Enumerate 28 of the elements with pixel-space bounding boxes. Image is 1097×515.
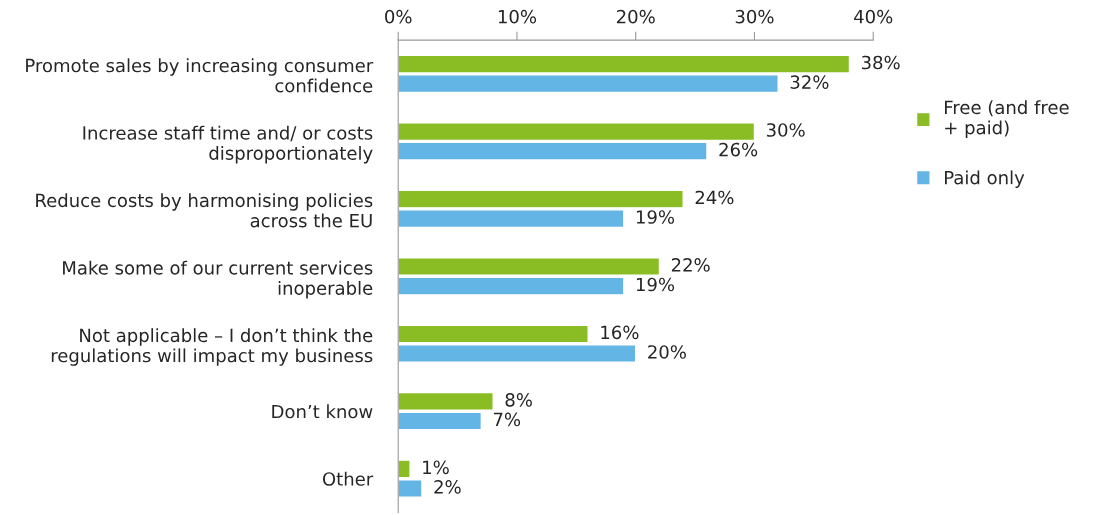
data-label: 24% (695, 190, 734, 205)
data-label: 20% (648, 345, 686, 359)
y-tick-label: Make some of our current services inoperable (63, 260, 373, 299)
y-tick-label: Not applicable – I don’t think the regulations will impact my business (51, 328, 373, 366)
x-tick-label: 40% (854, 9, 893, 24)
data-label: 8% (505, 393, 532, 407)
x-tick-label: 30% (735, 9, 774, 24)
data-label: 16% (601, 325, 639, 340)
data-label: 32% (790, 75, 829, 89)
data-label: 2% (434, 480, 461, 494)
legend-label: Free (and free + paid) (945, 100, 1069, 138)
y-tick-label: Don’t know (272, 404, 373, 419)
y-tick-label: Reduce costs by harmonising policies across the EU (36, 193, 373, 228)
data-label: 19% (636, 277, 675, 292)
x-tick-label: 20% (616, 9, 655, 24)
y-tick-label: Other (322, 471, 374, 486)
legend-label: Paid only (945, 170, 1025, 188)
data-label: 38% (861, 55, 900, 70)
x-tick-label: 0% (385, 9, 412, 24)
x-tick-label: 10% (498, 9, 537, 24)
data-label: 7% (493, 412, 521, 427)
data-label: 1% (423, 460, 449, 475)
data-label: 30% (766, 123, 805, 137)
y-tick-label: Promote sales by increasing consumer confidence (26, 58, 374, 93)
y-tick-label: Increase staff time and/ or costs disproportionately (83, 125, 373, 164)
data-label: 19% (636, 210, 675, 224)
data-label: 22% (671, 258, 710, 272)
data-label: 26% (719, 142, 758, 157)
